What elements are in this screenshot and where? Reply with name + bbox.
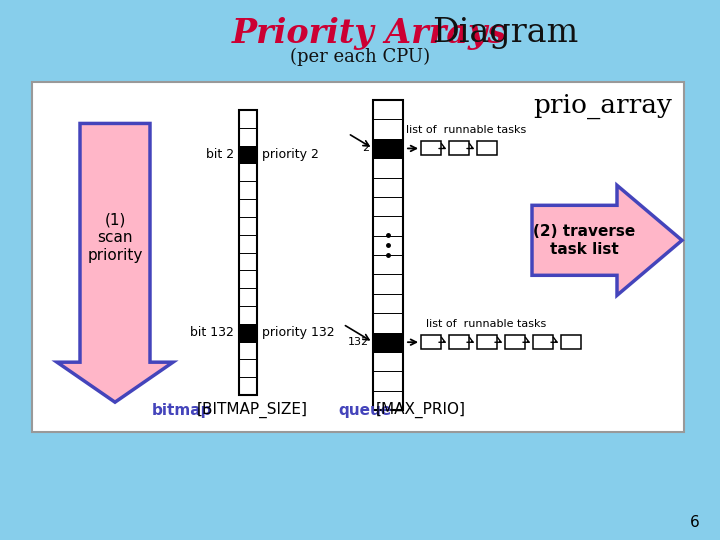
Polygon shape [57,124,173,402]
Text: bitmap: bitmap [152,402,212,417]
Text: [MAX_PRIO]: [MAX_PRIO] [376,402,466,418]
Bar [421,141,441,156]
Text: 2: 2 [362,144,369,153]
Text: [BITMAP_SIZE]: [BITMAP_SIZE] [197,402,308,418]
Text: (2) traverse
task list: (2) traverse task list [534,224,636,256]
Text: queue: queue [338,402,391,417]
Text: 6: 6 [690,515,700,530]
Text: (per each CPU): (per each CPU) [290,48,430,66]
Bar [561,335,581,349]
Bar [477,141,497,156]
Bar [477,335,497,349]
Bar [533,335,553,349]
Text: bit 132: bit 132 [190,326,234,339]
Bar [32,82,684,432]
Bar [449,335,469,349]
Bar [373,333,403,352]
Text: Priority Arrays: Priority Arrays [232,17,518,50]
Text: list of  runnable tasks: list of runnable tasks [426,319,546,329]
Bar [373,100,403,410]
Text: (1)
scan
priority: (1) scan priority [87,213,143,263]
Text: Diagram: Diagram [432,17,578,49]
Bar [239,324,257,342]
Bar [421,335,441,349]
Text: priority 2: priority 2 [262,148,319,161]
Text: prio_array: prio_array [533,94,672,119]
Text: bit 2: bit 2 [206,148,234,161]
Bar [505,335,525,349]
Bar [239,110,257,395]
Text: list of  runnable tasks: list of runnable tasks [406,125,526,136]
Text: priority 132: priority 132 [262,326,335,339]
Bar [373,139,403,158]
Text: 132: 132 [348,337,369,347]
Bar [239,146,257,164]
Bar [449,141,469,156]
Polygon shape [532,185,682,295]
